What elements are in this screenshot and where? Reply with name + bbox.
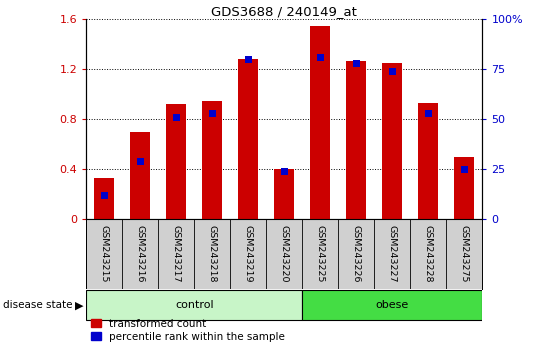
Text: GSM243275: GSM243275 <box>460 225 469 282</box>
Bar <box>94 178 114 219</box>
Bar <box>274 170 294 219</box>
Title: GDS3688 / 240149_at: GDS3688 / 240149_at <box>211 5 357 18</box>
Bar <box>130 132 150 219</box>
Text: GSM243225: GSM243225 <box>316 225 325 282</box>
Text: GSM243217: GSM243217 <box>172 225 181 282</box>
Bar <box>86 290 302 320</box>
Bar <box>317 54 324 61</box>
Bar <box>167 104 186 219</box>
Text: ▶: ▶ <box>75 300 84 310</box>
Bar <box>461 166 468 173</box>
Text: GSM243215: GSM243215 <box>100 225 109 282</box>
Bar <box>302 290 482 320</box>
Bar <box>281 168 288 175</box>
Bar <box>353 60 360 67</box>
Bar <box>389 68 396 75</box>
Bar <box>173 114 179 121</box>
Bar <box>454 157 474 219</box>
Text: GSM243218: GSM243218 <box>208 225 217 282</box>
Bar <box>202 101 222 219</box>
Text: GSM243227: GSM243227 <box>388 225 397 282</box>
Bar <box>137 158 144 165</box>
Text: GSM243216: GSM243216 <box>136 225 145 282</box>
Bar <box>347 61 367 219</box>
Text: GSM243228: GSM243228 <box>424 225 433 282</box>
Text: obese: obese <box>376 300 409 310</box>
Legend: transformed count, percentile rank within the sample: transformed count, percentile rank withi… <box>92 319 285 342</box>
Bar <box>245 56 252 63</box>
Text: disease state: disease state <box>3 300 72 310</box>
Bar <box>418 103 438 219</box>
Bar <box>425 110 432 117</box>
Text: GSM243219: GSM243219 <box>244 225 253 282</box>
Text: GSM243220: GSM243220 <box>280 225 289 282</box>
Bar <box>101 192 108 199</box>
Bar <box>238 59 258 219</box>
Bar <box>209 110 216 117</box>
Text: GSM243226: GSM243226 <box>352 225 361 282</box>
Text: control: control <box>175 300 213 310</box>
Bar <box>310 26 330 219</box>
Bar <box>383 63 402 219</box>
